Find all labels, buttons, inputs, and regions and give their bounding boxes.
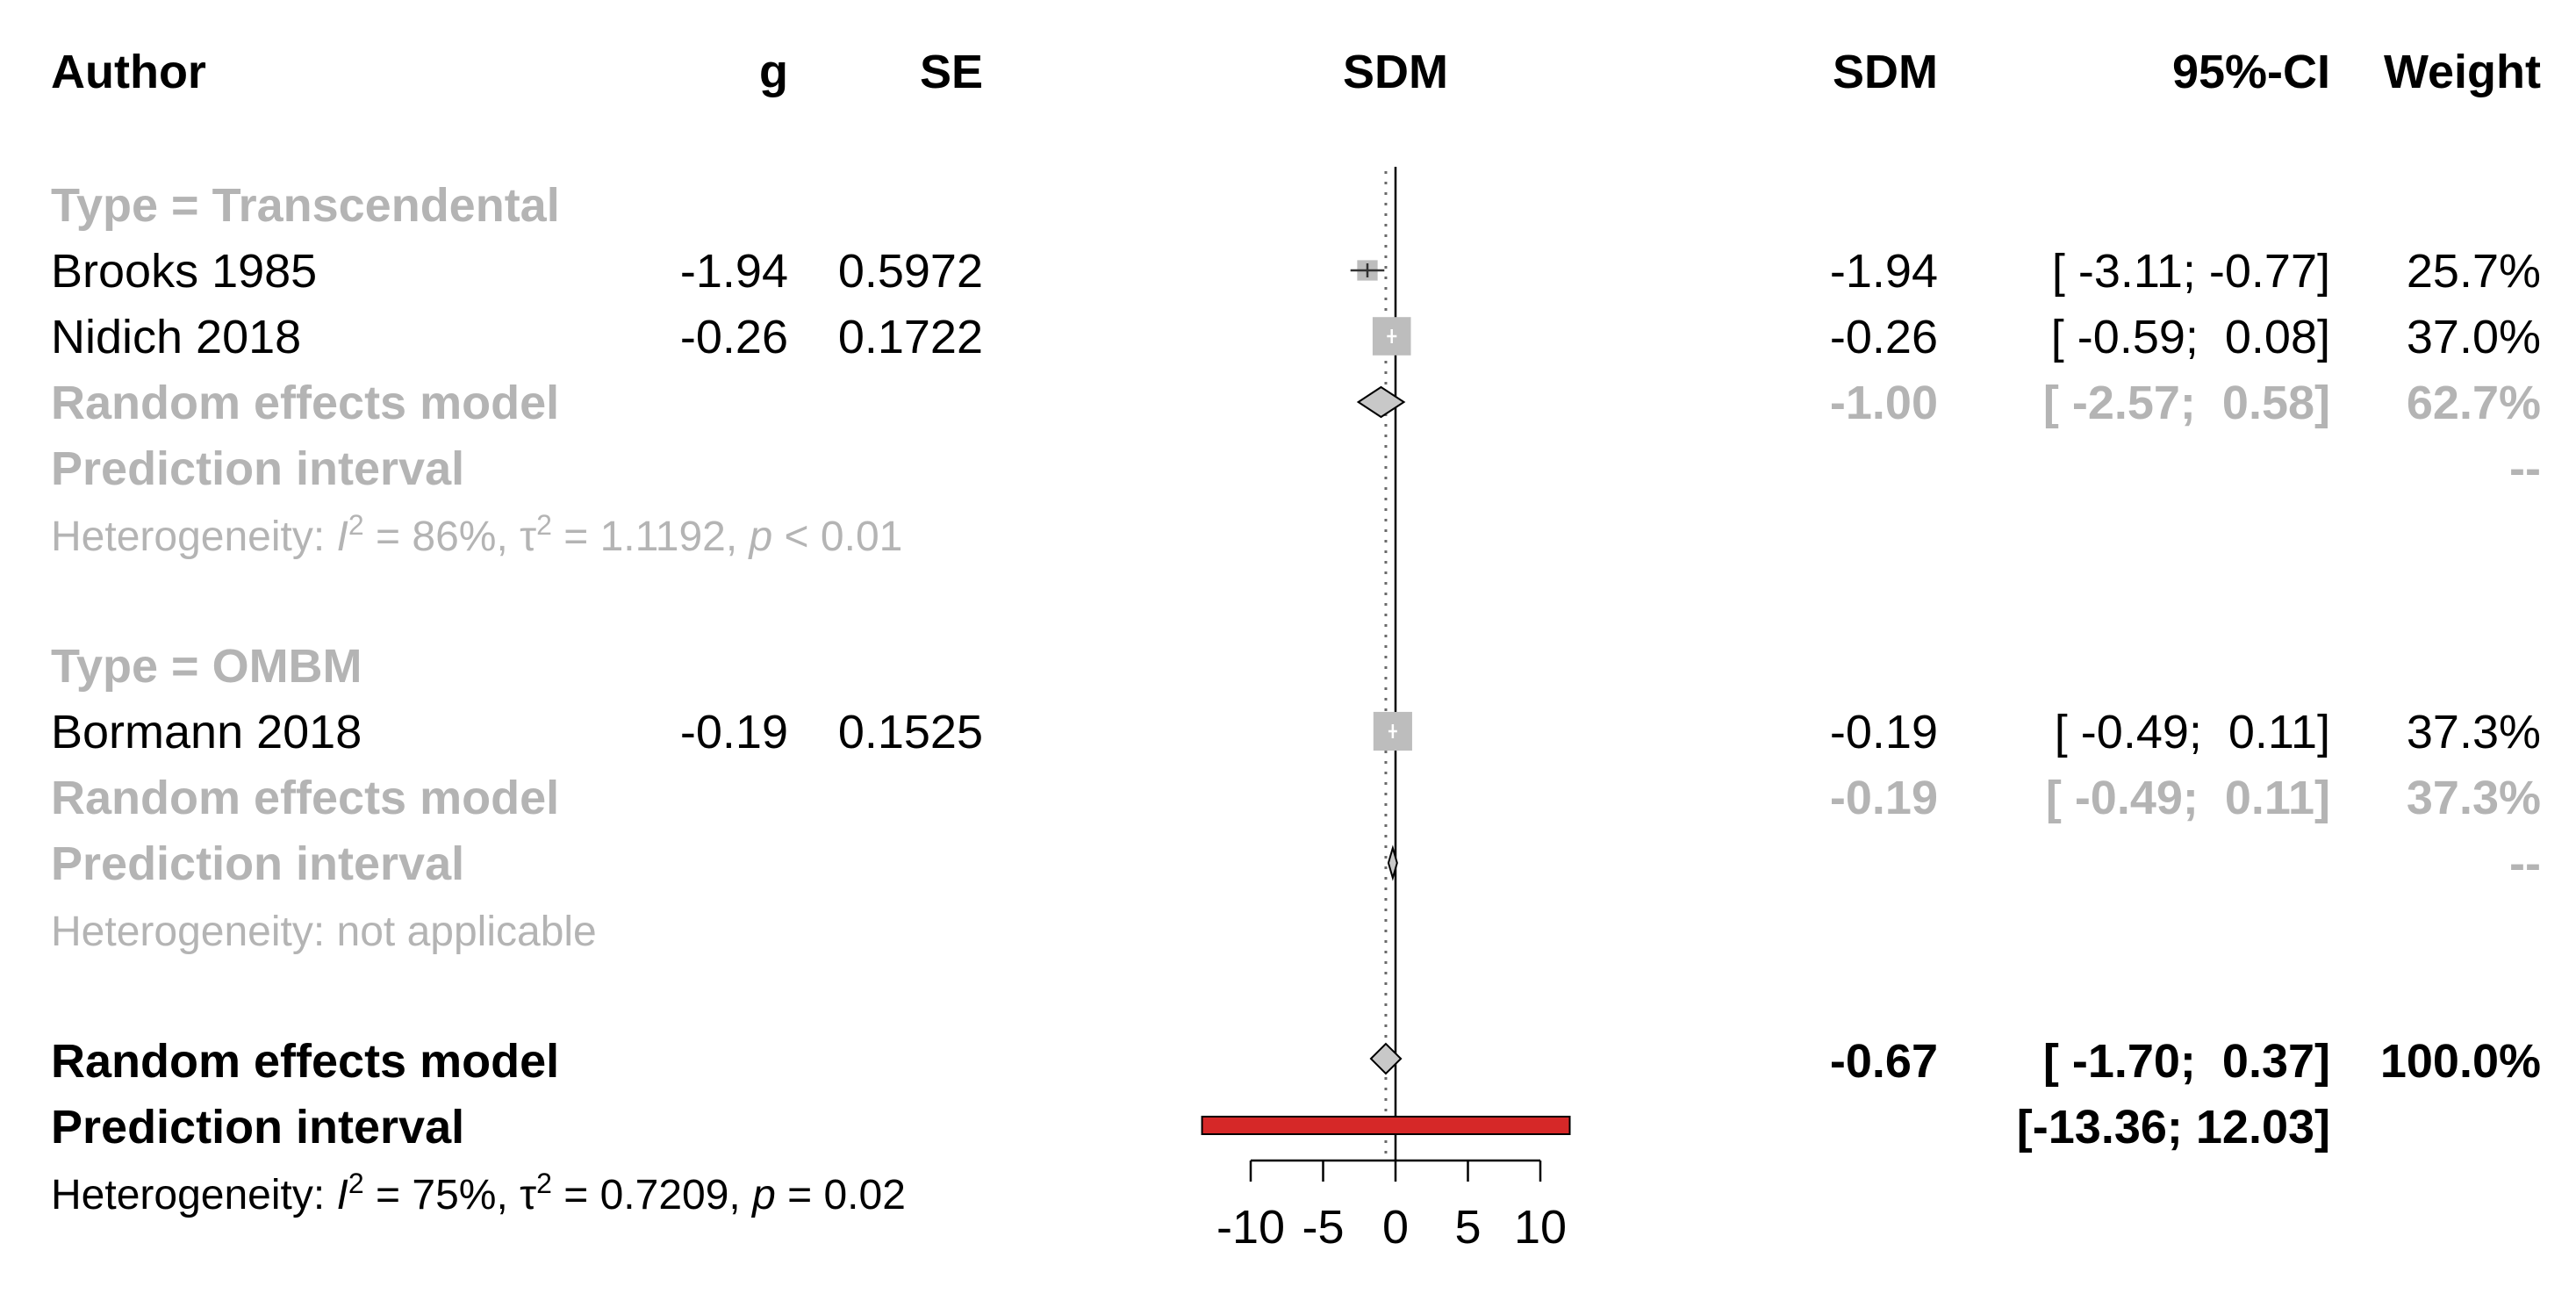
header-author: Author <box>51 46 206 98</box>
plot-area: -10 -5 0 5 10 <box>1201 167 1571 1254</box>
random-effects-row: Random effects model -0.19 [ -0.49; 0.11… <box>51 772 2541 824</box>
random-effects-weight: 62.7% <box>2407 377 2541 429</box>
study-row: Bormann 2018 -0.19 0.1525 -0.19 [ -0.49;… <box>51 706 2541 758</box>
het-sup: 2 <box>536 509 552 541</box>
random-effects-row: Random effects model -0.67 [ -1.70; 0.37… <box>51 1035 2541 1088</box>
study-g: -1.94 <box>680 245 788 298</box>
het-sup: 2 <box>348 1168 364 1199</box>
het-i2-value: = 75%, <box>364 1172 520 1218</box>
random-effects-label: Random effects model <box>51 377 559 429</box>
x-tick-label: 0 <box>1382 1201 1409 1254</box>
subgroup-transcendental: Type = Transcendental Brooks 1985 -1.94 … <box>51 179 2541 560</box>
header-plot-sdm: SDM <box>1343 46 1448 98</box>
subgroup-title: Type = Transcendental <box>51 179 560 232</box>
subgroup-diamond <box>1356 385 1406 419</box>
random-effects-ci: [ -0.49; 0.11] <box>2046 772 2330 824</box>
study-se: 0.5972 <box>838 245 983 298</box>
study-weight: 25.7% <box>2407 245 2541 298</box>
het-p-label: p <box>748 514 773 560</box>
study-sdm: -0.19 <box>1830 706 1938 758</box>
het-tau-label: τ <box>520 1172 536 1218</box>
overall-diamond <box>1369 1042 1403 1075</box>
study-ci: [ -0.49; 0.11] <box>2055 706 2330 758</box>
random-effects-label: Random effects model <box>51 772 559 824</box>
random-effects-label: Random effects model <box>51 1035 559 1088</box>
het-i2-label: I <box>337 514 348 560</box>
study-author: Nidich 2018 <box>51 311 301 363</box>
random-effects-row: Random effects model -1.00 [ -2.57; 0.58… <box>51 377 2541 429</box>
het-tau-label: τ <box>520 514 536 560</box>
subgroup-title: Type = OMBM <box>51 640 362 693</box>
prediction-label: Prediction interval <box>51 837 464 890</box>
random-effects-ci: [ -1.70; 0.37] <box>2043 1035 2330 1088</box>
heterogeneity-text: Heterogeneity: I2 = 86%, τ2 = 1.1192, p … <box>51 509 902 560</box>
het-tau-value: = 0.7209, <box>552 1172 752 1218</box>
subgroup-ombm: Type = OMBM Bormann 2018 -0.19 0.1525 -0… <box>51 640 2541 955</box>
prediction-label: Prediction interval <box>51 442 464 495</box>
study-weight: 37.0% <box>2407 311 2541 363</box>
study-ci: [ -0.59; 0.08] <box>2051 311 2330 363</box>
het-prefix: Heterogeneity: <box>51 514 337 560</box>
study-sdm: -1.94 <box>1830 245 1938 298</box>
heterogeneity-text: Heterogeneity: I2 = 75%, τ2 = 0.7209, p … <box>51 1168 906 1218</box>
random-effects-sdm: -0.67 <box>1830 1035 1938 1088</box>
random-effects-sdm: -1.00 <box>1830 377 1938 429</box>
het-i2-label: I <box>337 1172 348 1218</box>
study-se: 0.1525 <box>838 706 983 758</box>
study-g: -0.19 <box>680 706 788 758</box>
prediction-value: -- <box>2509 442 2541 495</box>
het-p-value: = 0.02 <box>776 1172 906 1218</box>
het-sup: 2 <box>348 509 364 541</box>
column-headers: Author g SE SDM SDM 95%-CI Weight <box>51 46 2541 98</box>
header-weight: Weight <box>2384 46 2541 98</box>
prediction-value: -- <box>2509 837 2541 890</box>
prediction-label: Prediction interval <box>51 1101 464 1153</box>
header-sdm: SDM <box>1833 46 1938 98</box>
study-g: -0.26 <box>680 311 788 363</box>
study-ci: [ -3.11; -0.77] <box>2052 245 2330 298</box>
header-ci: 95%-CI <box>2172 46 2330 98</box>
random-effects-weight: 100.0% <box>2380 1035 2541 1088</box>
study-author: Bormann 2018 <box>51 706 362 758</box>
x-tick-label: -5 <box>1302 1201 1344 1254</box>
header-g: g <box>759 46 788 98</box>
heterogeneity-text: Heterogeneity: not applicable <box>51 909 597 955</box>
study-weight: 37.3% <box>2407 706 2541 758</box>
study-row: Nidich 2018 -0.26 0.1722 -0.26 [ -0.59; … <box>51 311 2541 363</box>
random-effects-ci: [ -2.57; 0.58] <box>2043 377 2330 429</box>
prediction-row: Prediction interval -- <box>51 442 2541 495</box>
study-sdm: -0.26 <box>1830 311 1938 363</box>
het-sup: 2 <box>536 1168 552 1199</box>
het-i2-value: = 86%, <box>364 514 520 560</box>
header-se: SE <box>920 46 983 98</box>
random-effects-sdm: -0.19 <box>1830 772 1938 824</box>
prediction-ci: [-13.36; 12.03] <box>2017 1101 2330 1153</box>
overall-summary: Random effects model -0.67 [ -1.70; 0.37… <box>51 1035 2541 1218</box>
het-tau-value: = 1.1192, <box>552 514 750 560</box>
het-p-label: p <box>750 1172 776 1218</box>
subgroup-diamond <box>1387 844 1398 881</box>
het-p-value: < 0.01 <box>772 514 902 560</box>
study-row: Brooks 1985 -1.94 0.5972 -1.94 [ -3.11; … <box>51 245 2541 298</box>
study-se: 0.1722 <box>838 311 983 363</box>
x-tick-label: -10 <box>1216 1201 1285 1254</box>
prediction-row: Prediction interval [-13.36; 12.03] <box>51 1101 2330 1153</box>
x-tick-label: 10 <box>1514 1201 1567 1254</box>
het-prefix: Heterogeneity: <box>51 1172 337 1218</box>
x-tick-label: 5 <box>1454 1201 1481 1254</box>
random-effects-weight: 37.3% <box>2407 772 2541 824</box>
prediction-interval-bar <box>1201 1116 1571 1135</box>
study-author: Brooks 1985 <box>51 245 317 298</box>
prediction-row: Prediction interval -- <box>51 837 2541 890</box>
